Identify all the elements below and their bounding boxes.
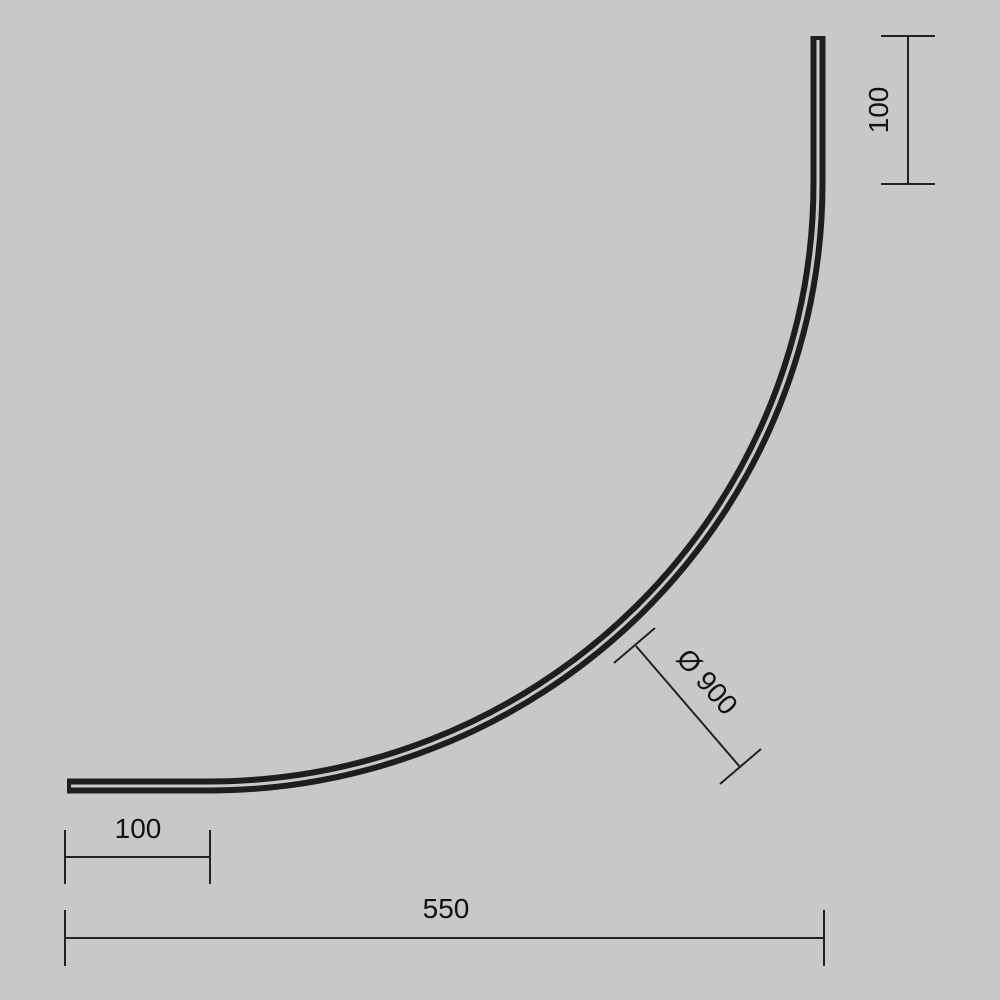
dimension-label-diameter: Ø 900: [670, 643, 743, 721]
track-profile: [67, 36, 826, 794]
dimension-label-width: 550: [423, 893, 470, 924]
dimension-top-straight: 100: [863, 35, 935, 185]
track-inner-gap: [71, 40, 820, 788]
dimension-bottom-straight: 100: [64, 813, 211, 884]
dimension-label-top: 100: [863, 87, 894, 134]
dimension-label-bottom: 100: [115, 813, 162, 844]
dimension-diameter: Ø 900: [613, 627, 762, 785]
dimension-total-width: 550: [64, 893, 825, 966]
